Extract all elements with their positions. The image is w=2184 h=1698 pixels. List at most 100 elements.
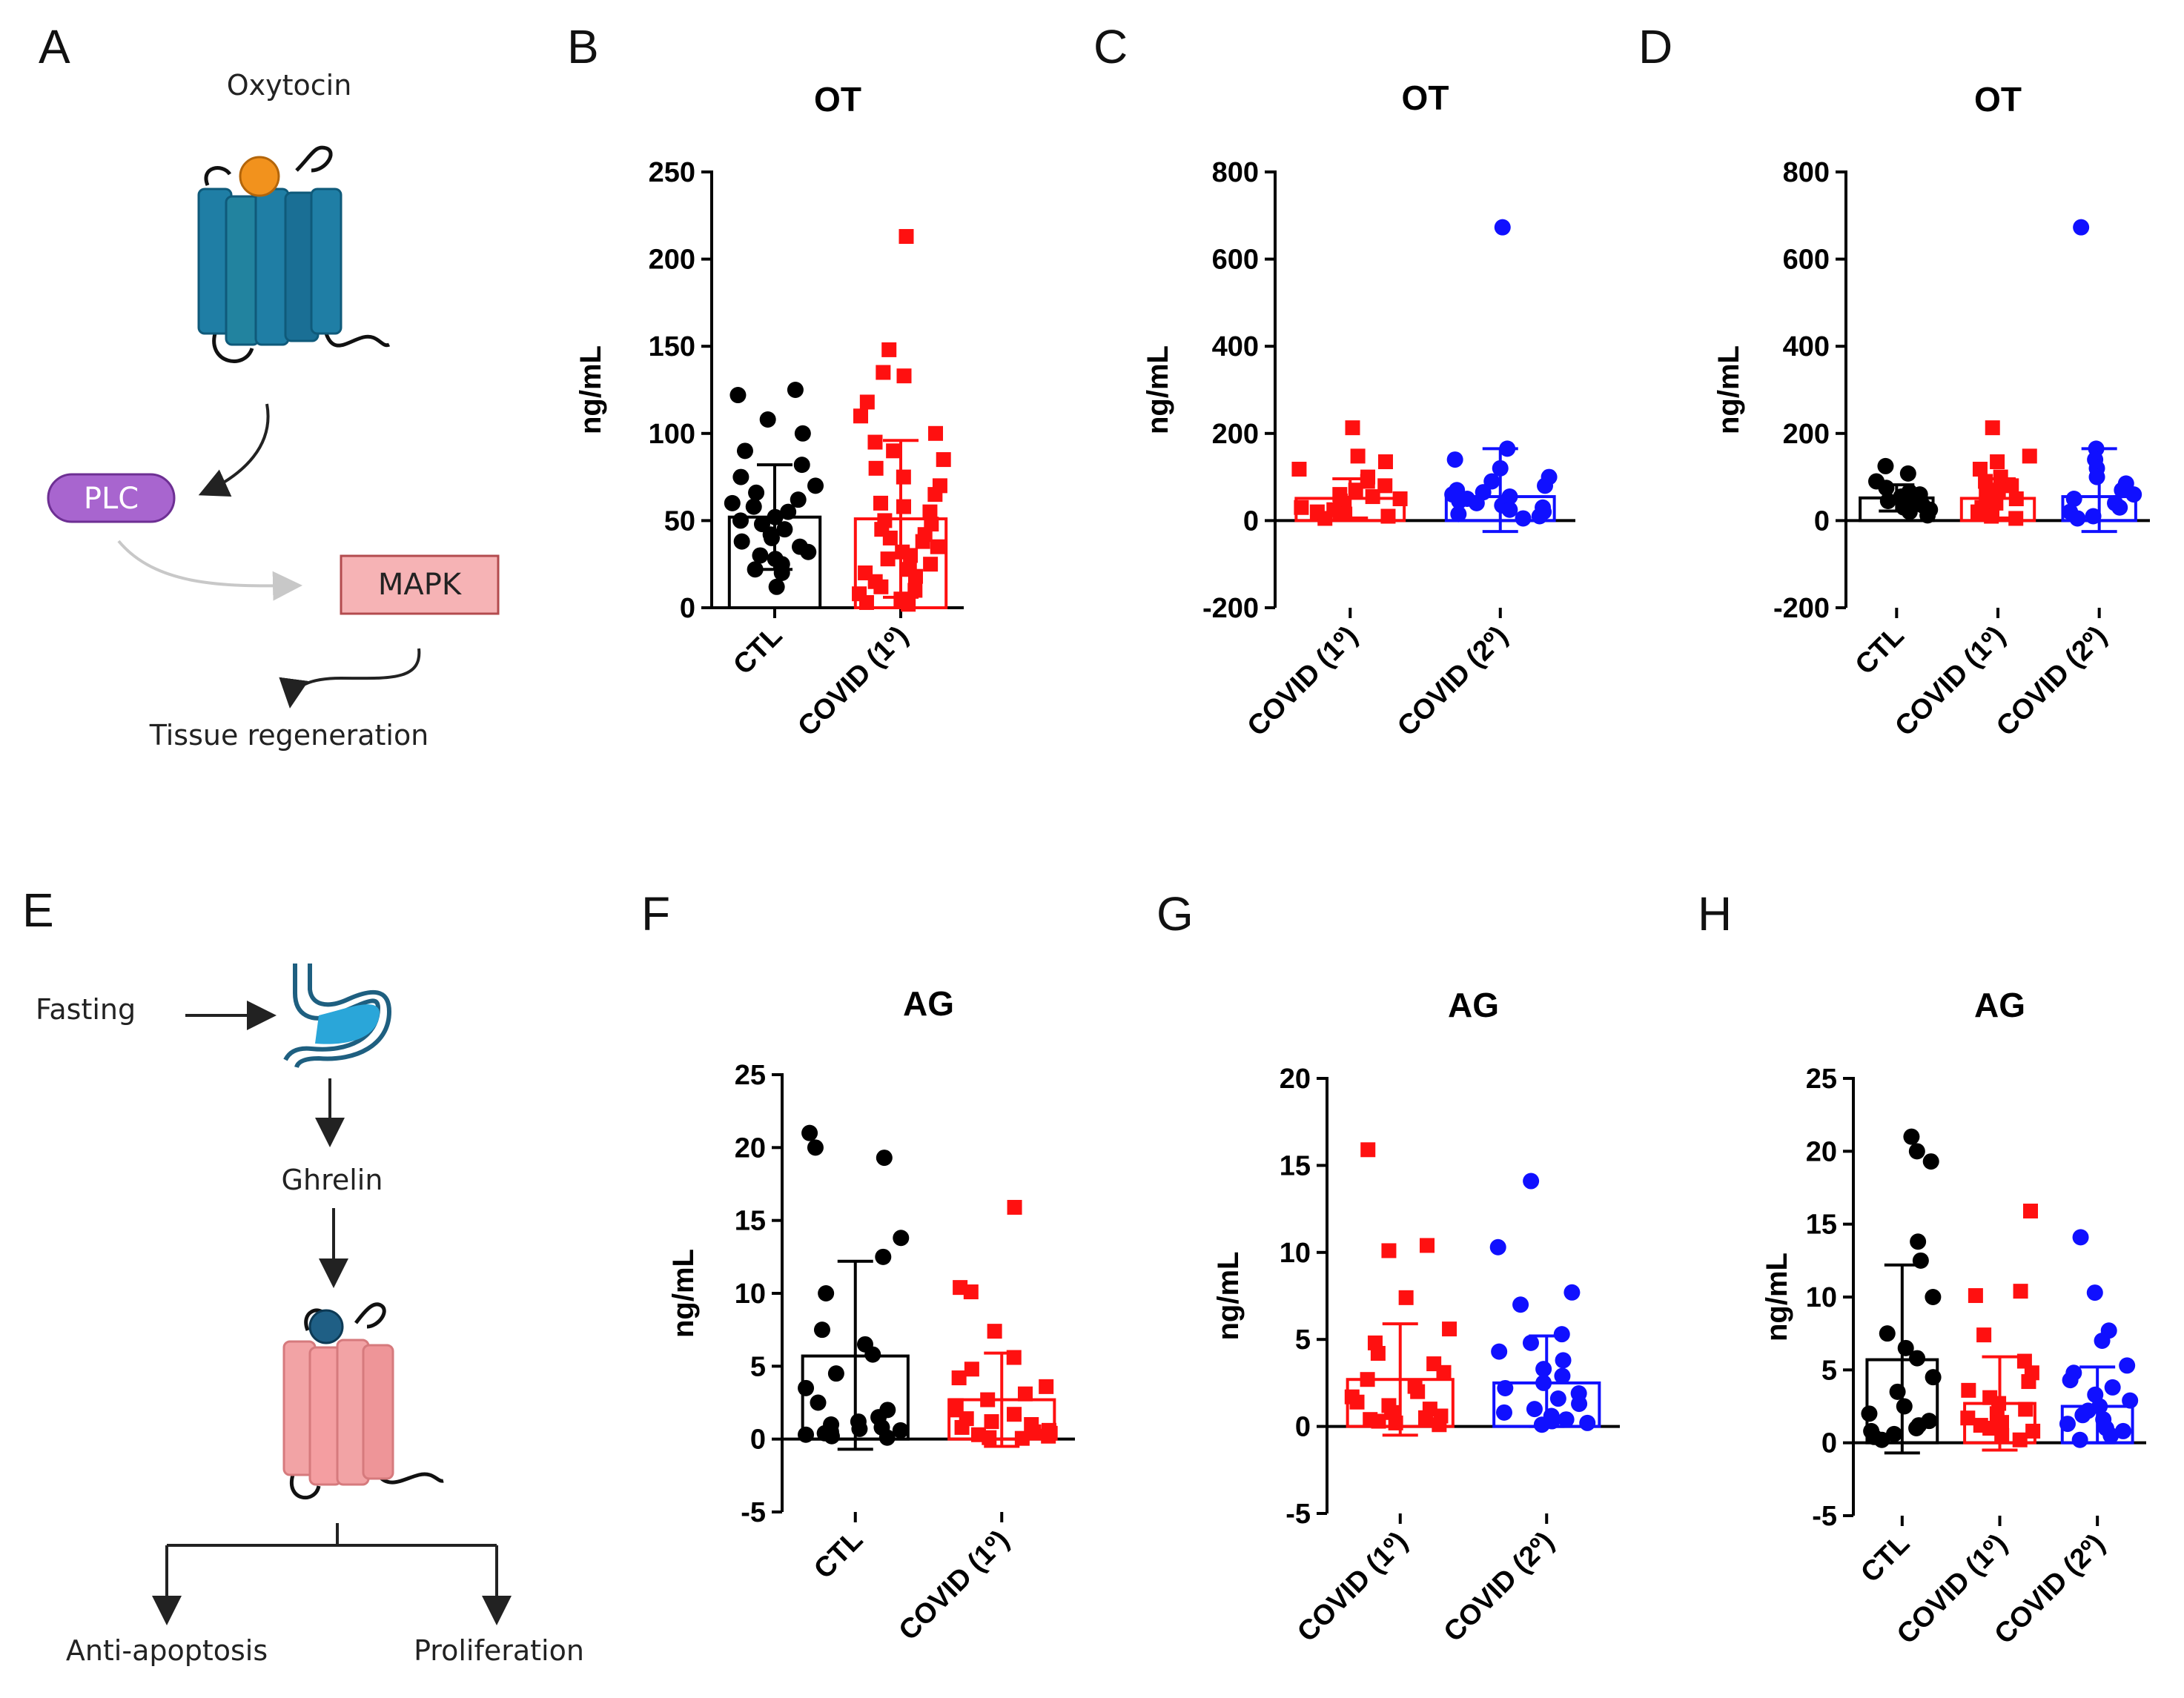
y-tick-label: 20 [1280, 1064, 1311, 1095]
data-point [1007, 1199, 1022, 1215]
data-point [881, 342, 897, 357]
data-point [729, 387, 747, 404]
x-tick-label: COVID (1º) [792, 620, 914, 743]
data-point [1349, 1394, 1365, 1410]
data-point [1491, 1343, 1508, 1360]
data-point [851, 1420, 868, 1437]
panel-letter-d: D [1638, 20, 1672, 73]
data-point [1535, 1374, 1552, 1391]
y-tick-label: 0 [1814, 505, 1830, 537]
data-point [1879, 1325, 1896, 1342]
y-tick-label: 15 [735, 1206, 766, 1237]
data-point [798, 1379, 815, 1396]
panel-letter-f: F [641, 887, 670, 941]
data-point [1579, 1414, 1596, 1431]
data-point [1360, 1142, 1376, 1158]
data-point [1501, 501, 1518, 518]
data-point [2021, 1374, 2036, 1390]
data-point [2072, 1229, 2089, 1246]
data-point [1896, 1398, 1913, 1415]
y-tick-label: 5 [1295, 1324, 1311, 1356]
data-point [810, 1394, 827, 1411]
data-point [2059, 1416, 2076, 1433]
data-point [1961, 1382, 1976, 1398]
data-point [1899, 465, 1916, 482]
oxytocin-ligand-icon [239, 156, 280, 197]
data-point [1294, 500, 1309, 515]
data-point [1523, 1173, 1540, 1190]
data-point [1903, 1128, 1920, 1145]
data-point [1976, 1327, 1992, 1343]
data-point [1531, 508, 1548, 525]
chart-title: OT [1402, 79, 1449, 117]
data-point [1522, 1334, 1539, 1351]
data-point [787, 382, 804, 398]
data-point [1879, 492, 1896, 509]
data-point [1558, 1411, 1575, 1428]
panel-letter-h: H [1698, 887, 1732, 941]
data-point [1885, 1425, 1902, 1442]
data-point [980, 1392, 996, 1407]
chart-title: OT [1974, 80, 2022, 119]
tissue-regeneration-label: Tissue regeneration [149, 719, 429, 752]
data-point [1994, 1415, 2010, 1430]
data-point [1392, 491, 1408, 506]
x-tick-label: CTL [808, 1525, 869, 1585]
x-tick-label: COVID (1º) [893, 1525, 1016, 1647]
proliferation-label: Proliferation [414, 1634, 584, 1667]
data-point [1909, 1350, 1926, 1367]
data-point [1554, 1367, 1571, 1384]
data-point [1381, 1243, 1397, 1258]
data-point [1925, 1369, 1942, 1386]
y-tick-label: 0 [1821, 1428, 1837, 1459]
data-point [1007, 1407, 1022, 1422]
data-point [2008, 511, 2024, 526]
data-point [1468, 494, 1485, 511]
data-point [1377, 454, 1393, 470]
data-point [1450, 505, 1467, 523]
data-point [1291, 462, 1307, 477]
data-point [1026, 1424, 1042, 1439]
data-point [2119, 1357, 2136, 1374]
y-axis-label: ng/mL [1212, 1252, 1245, 1341]
branch-line [167, 1523, 497, 1547]
x-tick-label: COVID (1º) [1889, 620, 2011, 743]
data-point [1371, 1413, 1386, 1429]
data-point [800, 543, 817, 560]
data-point [923, 557, 939, 572]
receptor-icon [197, 145, 391, 363]
y-tick-label: 50 [664, 505, 695, 537]
chart-title: AG [1974, 986, 2025, 1024]
data-point [827, 1365, 844, 1382]
data-point [1494, 219, 1511, 236]
series-covid-2 [2061, 219, 2142, 534]
data-point [859, 394, 875, 410]
data-point [2102, 1427, 2120, 1444]
y-tick-label: 0 [1243, 505, 1259, 537]
data-point [2074, 1407, 2091, 1424]
y-tick-label: 200 [1783, 419, 1830, 450]
data-point [1925, 1289, 1942, 1305]
y-tick-label: 20 [735, 1132, 766, 1164]
data-point [873, 579, 889, 594]
data-point [823, 1427, 840, 1445]
data-point [2018, 1402, 2034, 1417]
data-point [793, 457, 810, 474]
data-point [1910, 1233, 1927, 1250]
data-point [752, 547, 769, 564]
mapk-node [340, 554, 500, 615]
data-point [2012, 1432, 2028, 1447]
series-covid-1 [947, 1199, 1058, 1448]
series-covid-1 [1959, 420, 2037, 526]
x-tick-label: COVID (2º) [1438, 1526, 1561, 1648]
data-point [896, 368, 912, 384]
receptor-icon [282, 1302, 444, 1499]
data-point [903, 548, 919, 563]
series-covid-1 [852, 229, 951, 612]
chart-f-ag: AG ng/mL -5 0 5 10 15 20 25 CTL COVID (1º) [667, 984, 1075, 1647]
data-point [776, 521, 793, 538]
panel-letter-c: C [1093, 20, 1128, 73]
data-point [794, 425, 811, 442]
panel-letter-g: G [1156, 887, 1194, 941]
y-tick-label: -200 [1773, 593, 1830, 624]
